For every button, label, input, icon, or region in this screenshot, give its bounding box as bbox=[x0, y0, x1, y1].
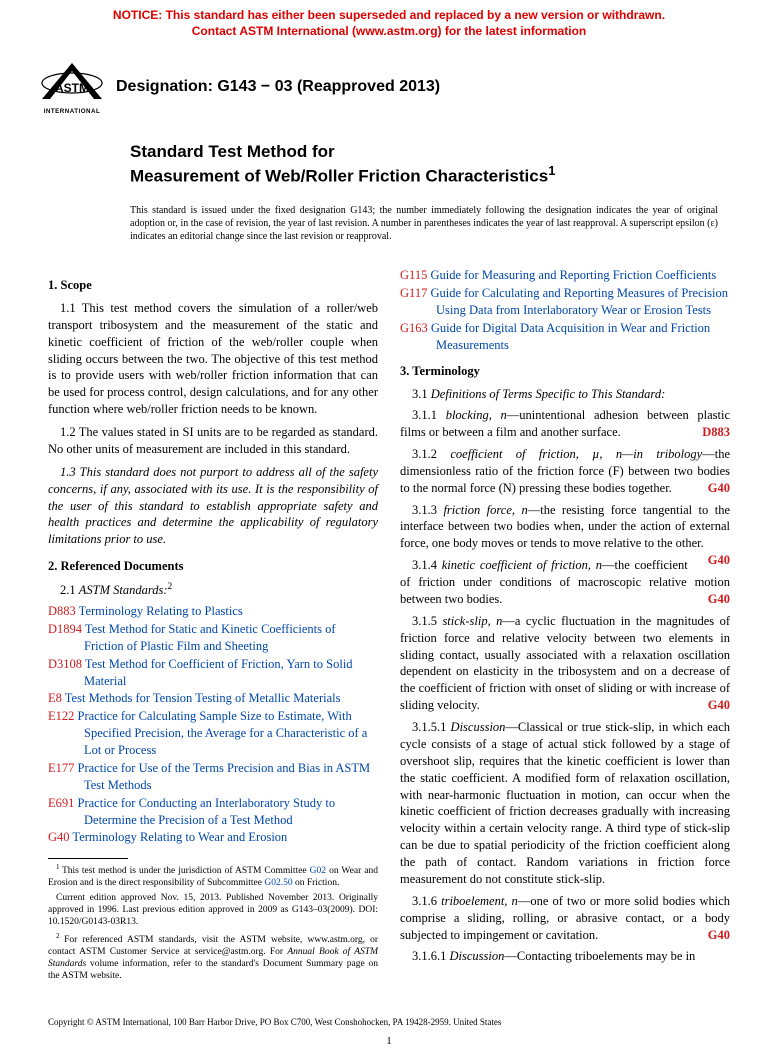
left-column: 1. Scope 1.1 This test method covers the… bbox=[48, 267, 378, 985]
ref-g117[interactable]: G117 Guide for Calculating and Reporting… bbox=[400, 285, 730, 319]
link-g02[interactable]: G02 bbox=[310, 866, 326, 876]
refdocs-heading: 2. Referenced Documents bbox=[48, 558, 378, 575]
right-column: G115 Guide for Measuring and Reporting F… bbox=[400, 267, 730, 985]
ref-g40[interactable]: G40 Terminology Relating to Wear and Ero… bbox=[48, 829, 378, 846]
term-triboelement: 3.1.6 triboelement, n—one of two or more… bbox=[400, 893, 730, 944]
scope-p1: 1.1 This test method covers the simulati… bbox=[48, 300, 378, 418]
ref-g115[interactable]: G115 Guide for Measuring and Reporting F… bbox=[400, 267, 730, 284]
term-ref-g40-5[interactable]: G40 bbox=[696, 927, 730, 944]
supersession-notice: NOTICE: This standard has either been su… bbox=[0, 0, 778, 43]
copyright: Copyright © ASTM International, 100 Barr… bbox=[0, 996, 778, 1030]
footnote-2: 2 For referenced ASTM standards, visit t… bbox=[48, 932, 378, 983]
term-cof: 3.1.2 coefficient of friction, µ, n—in t… bbox=[400, 446, 730, 497]
logo-label: INTERNATIONAL bbox=[40, 108, 104, 116]
footnote-1b: Current edition approved Nov. 15, 2013. … bbox=[48, 893, 378, 929]
designation: Designation: G143 − 03 (Reapproved 2013) bbox=[116, 76, 440, 98]
ref-e122[interactable]: E122 Practice for Calculating Sample Siz… bbox=[48, 708, 378, 759]
term-ref-g40-4[interactable]: G40 bbox=[696, 697, 730, 714]
term-stick-slip: 3.1.5 stick-slip, n—a cyclic fluctuation… bbox=[400, 613, 730, 714]
footnote-1: 1 This test method is under the jurisdic… bbox=[48, 863, 378, 890]
terminology-heading: 3. Terminology bbox=[400, 363, 730, 380]
ref-e691[interactable]: E691 Practice for Conducting an Interlab… bbox=[48, 795, 378, 829]
body-columns: 1. Scope 1.1 This test method covers the… bbox=[0, 243, 778, 995]
ref-d883[interactable]: D883 Terminology Relating to Plastics bbox=[48, 603, 378, 620]
term-ref-g40-3[interactable]: G40 bbox=[696, 591, 730, 608]
link-g0250[interactable]: G02.50 bbox=[264, 878, 292, 888]
term-ref-d883[interactable]: D883 bbox=[690, 424, 730, 441]
term-blocking: 3.1.1 blocking, n—unintentional adhesion… bbox=[400, 407, 730, 441]
astm-logo: ASTM INTERNATIONAL bbox=[40, 59, 104, 115]
term-ref-g40-1[interactable]: G40 bbox=[696, 480, 730, 497]
term-kinetic-cof: 3.1.4 kinetic coefficient of friction, n… bbox=[400, 557, 730, 608]
discussion-stick-slip: 3.1.5.1 Discussion—Classical or true sti… bbox=[400, 719, 730, 888]
page-number: 1 bbox=[0, 1030, 778, 1060]
scope-p2: 1.2 The values stated in SI units are to… bbox=[48, 424, 378, 458]
term-friction-force: 3.1.3 friction force, n—the resisting fo… bbox=[400, 502, 730, 553]
header: ASTM INTERNATIONAL Designation: G143 − 0… bbox=[0, 43, 778, 123]
footnote-rule bbox=[48, 858, 128, 859]
notice-line1: NOTICE: This standard has either been su… bbox=[113, 8, 665, 22]
notice-line2: Contact ASTM International (www.astm.org… bbox=[192, 24, 586, 38]
ref-e177[interactable]: E177 Practice for Use of the Terms Preci… bbox=[48, 760, 378, 794]
discussion-triboelement: 3.1.6.1 Discussion—Contacting triboeleme… bbox=[400, 948, 730, 965]
ref-g163[interactable]: G163 Guide for Digital Data Acquisition … bbox=[400, 320, 730, 354]
scope-heading: 1. Scope bbox=[48, 277, 378, 294]
title-block: Standard Test Method for Measurement of … bbox=[0, 123, 778, 194]
ref-d3108[interactable]: D3108 Test Method for Coefficient of Fri… bbox=[48, 656, 378, 690]
title-line1: Standard Test Method for bbox=[130, 141, 718, 163]
scope-p3: 1.3 This standard does not purport to ad… bbox=[48, 464, 378, 548]
issuance-note: This standard is issued under the fixed … bbox=[0, 194, 778, 243]
astm-standards-subhead: 2.1 ASTM Standards:2 bbox=[48, 581, 378, 599]
ref-e8[interactable]: E8 Test Methods for Tension Testing of M… bbox=[48, 690, 378, 707]
ref-d1894[interactable]: D1894 Test Method for Static and Kinetic… bbox=[48, 621, 378, 655]
title-line2: Measurement of Web/Roller Friction Chara… bbox=[130, 163, 718, 188]
definitions-subhead: 3.1 Definitions of Terms Specific to Thi… bbox=[400, 386, 730, 403]
